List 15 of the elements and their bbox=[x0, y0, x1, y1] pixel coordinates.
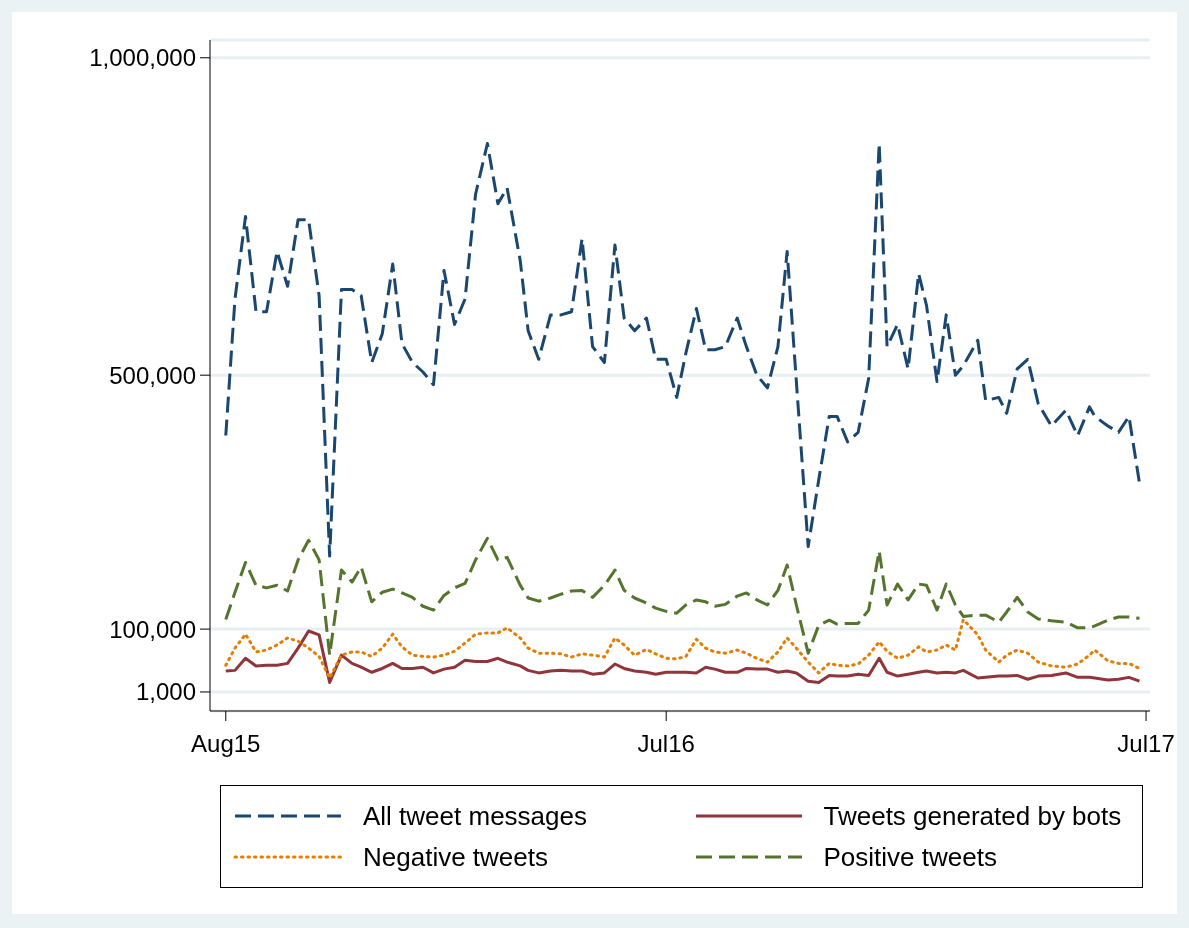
legend-label: Negative tweets bbox=[363, 841, 548, 873]
y-tick-label: 100,000 bbox=[109, 615, 196, 643]
y-tick-label: 500,000 bbox=[109, 361, 196, 389]
line-series bbox=[224, 618, 1141, 680]
line-series bbox=[224, 629, 1141, 684]
line-series bbox=[224, 536, 1141, 657]
legend-label: All tweet messages bbox=[363, 800, 587, 832]
line-series bbox=[224, 141, 1141, 558]
x-tick-label: Aug15 bbox=[191, 730, 261, 758]
y-tick-label: 1,000,000 bbox=[89, 44, 196, 72]
x-tick-label: Jul17 bbox=[1117, 730, 1175, 758]
x-tick-label: Jul16 bbox=[637, 730, 695, 758]
y-tick-label: 1,000 bbox=[135, 678, 196, 706]
legend-label: Positive tweets bbox=[823, 841, 997, 873]
legend-label: Tweets generated by bots bbox=[823, 800, 1122, 832]
